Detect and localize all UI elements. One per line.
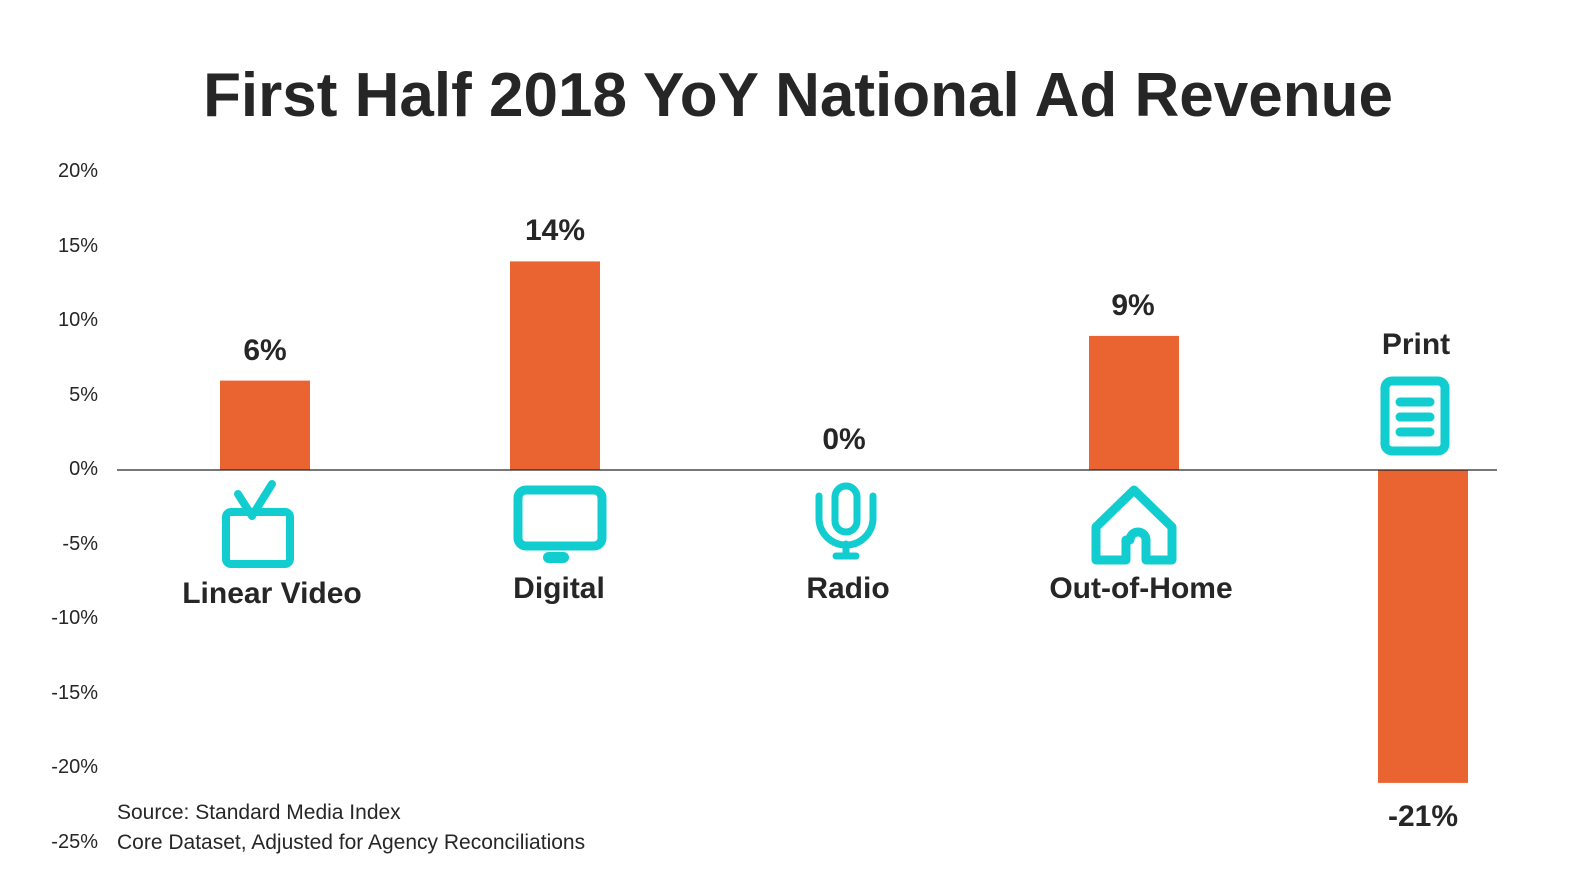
category-label-linear-video: Linear Video (182, 577, 362, 610)
data-label-digital: 14% (524, 214, 586, 247)
chart-title: First Half 2018 YoY National Ad Revenue (203, 61, 1393, 130)
y-tick-label: -5% (62, 532, 98, 555)
y-tick-label: -25% (51, 830, 98, 853)
y-tick-label: -20% (51, 756, 98, 778)
category-label-print: Print (1381, 328, 1451, 361)
y-tick-label: 20% (57, 160, 98, 182)
y-tick-label: 10% (57, 309, 98, 331)
house-icon (1091, 485, 1177, 565)
microphone-icon (815, 482, 877, 560)
category-label-radio: Radio (806, 572, 890, 605)
y-tick-label: 0% (69, 458, 98, 480)
y-tick-label: 5% (69, 383, 98, 406)
source-line-2: Core Dataset, Adjusted for Agency Reconc… (117, 831, 586, 854)
y-tick-label: -10% (51, 607, 98, 629)
category-label-digital: Digital (513, 572, 605, 605)
bar-out-of-home (1089, 335, 1179, 470)
category-label-out-of-home: Out-of-Home (1049, 572, 1233, 605)
bar-print (1378, 470, 1468, 783)
source-line-1: Source: Standard Media Index (117, 801, 401, 824)
data-label-linear-video: 6% (243, 334, 287, 367)
document-icon (1380, 376, 1450, 456)
monitor-icon (513, 485, 607, 563)
tv-icon (222, 480, 294, 568)
data-label-print: -21% (1387, 800, 1459, 833)
bar-digital (510, 261, 600, 470)
bar-linear-video (220, 380, 310, 470)
y-tick-label: -15% (51, 681, 98, 704)
y-tick-label: 15% (57, 234, 98, 257)
data-label-out-of-home: 9% (1111, 289, 1155, 322)
data-label-radio: 0% (822, 423, 866, 456)
